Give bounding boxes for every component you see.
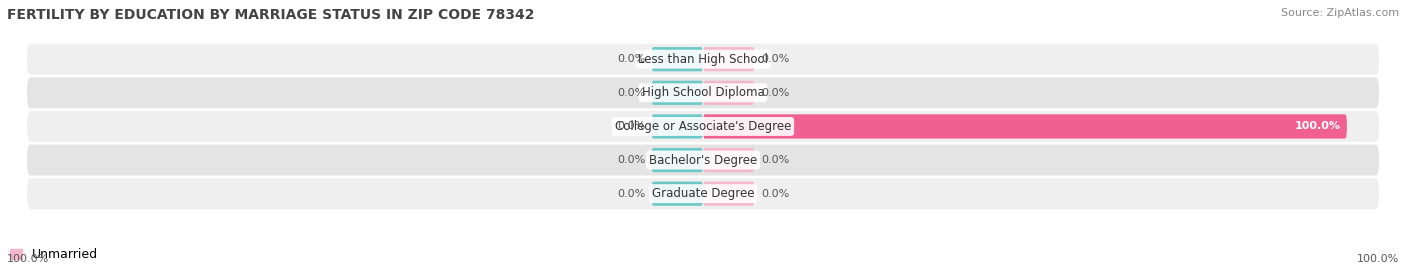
Text: 0.0%: 0.0%	[617, 189, 645, 199]
Text: 100.0%: 100.0%	[7, 254, 49, 264]
FancyBboxPatch shape	[703, 182, 755, 206]
Text: 100.0%: 100.0%	[1357, 254, 1399, 264]
Text: 0.0%: 0.0%	[617, 155, 645, 165]
FancyBboxPatch shape	[651, 47, 703, 71]
FancyBboxPatch shape	[703, 114, 1347, 139]
Text: High School Diploma: High School Diploma	[641, 86, 765, 99]
FancyBboxPatch shape	[651, 81, 703, 105]
FancyBboxPatch shape	[27, 111, 1379, 142]
Legend: Married, Unmarried: Married, Unmarried	[0, 248, 98, 261]
Text: 0.0%: 0.0%	[761, 155, 789, 165]
Text: 100.0%: 100.0%	[1295, 121, 1340, 132]
Text: 0.0%: 0.0%	[761, 189, 789, 199]
FancyBboxPatch shape	[703, 47, 755, 71]
FancyBboxPatch shape	[703, 148, 755, 172]
Text: 0.0%: 0.0%	[617, 88, 645, 98]
Text: Less than High School: Less than High School	[638, 53, 768, 66]
FancyBboxPatch shape	[651, 148, 703, 172]
Text: 0.0%: 0.0%	[617, 121, 645, 132]
Text: FERTILITY BY EDUCATION BY MARRIAGE STATUS IN ZIP CODE 78342: FERTILITY BY EDUCATION BY MARRIAGE STATU…	[7, 8, 534, 22]
FancyBboxPatch shape	[651, 182, 703, 206]
Text: 0.0%: 0.0%	[761, 88, 789, 98]
FancyBboxPatch shape	[27, 44, 1379, 75]
FancyBboxPatch shape	[27, 144, 1379, 175]
FancyBboxPatch shape	[27, 77, 1379, 108]
Text: Source: ZipAtlas.com: Source: ZipAtlas.com	[1281, 8, 1399, 18]
Text: College or Associate's Degree: College or Associate's Degree	[614, 120, 792, 133]
FancyBboxPatch shape	[27, 178, 1379, 209]
FancyBboxPatch shape	[651, 114, 703, 139]
FancyBboxPatch shape	[703, 81, 755, 105]
Text: 0.0%: 0.0%	[617, 54, 645, 64]
Text: 0.0%: 0.0%	[761, 54, 789, 64]
Text: Graduate Degree: Graduate Degree	[652, 187, 754, 200]
Text: Bachelor's Degree: Bachelor's Degree	[650, 154, 756, 167]
